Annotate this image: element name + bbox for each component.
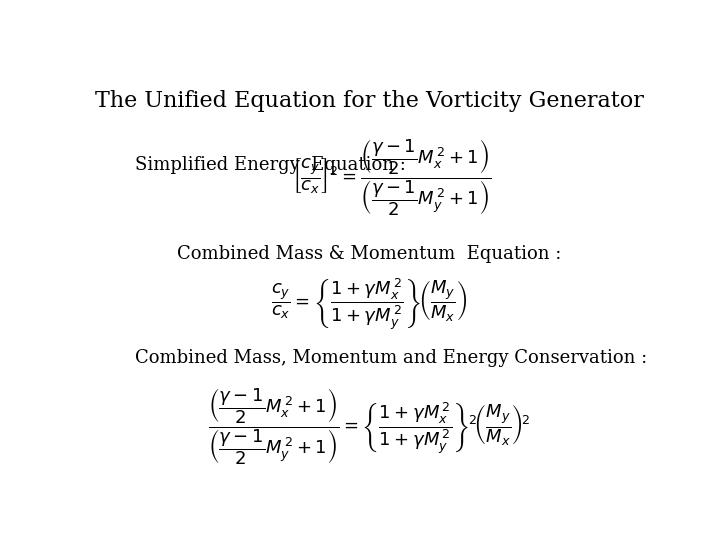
Text: $\dfrac{\left(\dfrac{\gamma-1}{2}M_x^{\,2}+1\right)}{\left(\dfrac{\gamma-1}{2}M_: $\dfrac{\left(\dfrac{\gamma-1}{2}M_x^{\,…	[208, 386, 530, 467]
Text: $\dfrac{c_y}{c_x} = \left\{\dfrac{1+\gamma M_x^{\,2}}{1+\gamma M_y^{\,2}}\right\: $\dfrac{c_y}{c_x} = \left\{\dfrac{1+\gam…	[271, 276, 467, 332]
Text: Simplified Energy  Equation :: Simplified Energy Equation :	[135, 156, 405, 173]
Text: Combined Mass, Momentum and Energy Conservation :: Combined Mass, Momentum and Energy Conse…	[135, 349, 647, 367]
Text: $\left[\dfrac{c_y}{c_x}\right]^2 = \dfrac{\left(\dfrac{\gamma-1}{2}M_x^{\,2}+1\r: $\left[\dfrac{c_y}{c_x}\right]^2 = \dfra…	[292, 137, 491, 218]
Text: The Unified Equation for the Vorticity Generator: The Unified Equation for the Vorticity G…	[94, 90, 644, 112]
Text: Combined Mass & Momentum  Equation :: Combined Mass & Momentum Equation :	[177, 245, 561, 263]
